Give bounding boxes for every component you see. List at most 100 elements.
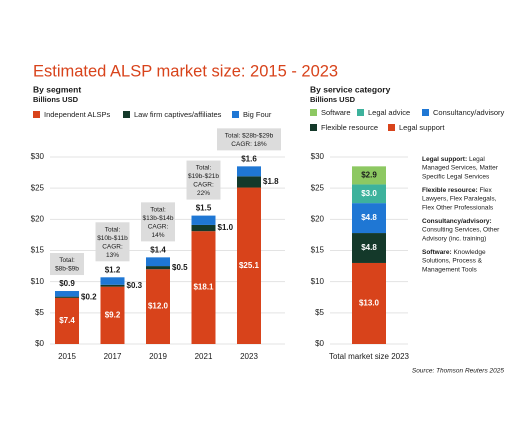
legend-label: Consultancy/advisory (433, 108, 505, 117)
bar-segment (237, 187, 261, 344)
y-tick-label: $0 (315, 339, 324, 348)
description-text: Managed Services, Matter (422, 165, 499, 172)
value-label: $1.0 (218, 223, 234, 232)
y-tick-label: $0 (35, 339, 44, 348)
y-tick-label: $15 (31, 246, 45, 255)
y-tick-label: $20 (311, 214, 325, 223)
description-text: Advisory (inc. training) (422, 236, 486, 243)
y-tick-label: $5 (315, 308, 324, 317)
description: Legal support: Legal (422, 156, 485, 163)
x-tick-label: 2023 (240, 352, 258, 361)
bar-segment (55, 296, 79, 298)
bar-segment (100, 277, 125, 285)
annotation-box (95, 222, 130, 262)
annotation-text: CAGR: (193, 182, 214, 189)
description-text: Knowledge (453, 249, 486, 256)
legend-label: Software (321, 108, 351, 117)
value-label: $0.5 (172, 263, 188, 272)
description-text: Lawyers, Flex Paralegals, (422, 196, 497, 203)
annotation: Total: $28b-$29b CAGR: 18% (217, 128, 281, 151)
x-tick-label: 2019 (149, 352, 167, 361)
bar-segment (191, 231, 216, 344)
subtitle: By segment (33, 84, 81, 94)
value-label: $3.0 (361, 189, 377, 198)
y-tick-label: $5 (35, 308, 44, 317)
bar-segment (352, 166, 386, 185)
value-label: $1.2 (105, 265, 121, 274)
y-tick-label: $15 (311, 246, 325, 255)
legend-swatch (422, 109, 429, 116)
legend-label: Law firm captives/affiliates (134, 110, 222, 119)
bar-segment (352, 203, 386, 234)
legend-label: Flexible resource (321, 123, 378, 132)
y-tick-label: $10 (311, 277, 325, 286)
bar-segment (237, 176, 261, 188)
description-term: Legal support: (422, 156, 467, 163)
y-tick-label: $30 (31, 152, 45, 161)
annotation-text: $19b-$21b (188, 173, 219, 180)
bar-segment (146, 269, 170, 344)
bar-segment (237, 166, 261, 177)
legend-swatch (123, 111, 130, 118)
value-label: $13.0 (359, 299, 380, 308)
description-text: Solutions, Process & (422, 258, 483, 265)
annotation-text: $10b-$11b (97, 235, 128, 242)
legend-swatch (310, 109, 317, 116)
source: Source: Thomson Reuters 2025 (412, 368, 505, 375)
bar-segment (191, 224, 216, 232)
annotation-text: CAGR: (102, 243, 123, 250)
value-label: $4.8 (361, 213, 377, 222)
value-label: $9.2 (105, 310, 121, 319)
annotation-text: $8b-$9b (55, 265, 79, 272)
bar-segment (55, 297, 79, 344)
description-text: Consulting Services, Other (422, 227, 500, 234)
legend-swatch (33, 111, 40, 118)
annotation-text: 22% (197, 190, 210, 197)
annotation-box (186, 160, 221, 200)
y-tick-label: $20 (31, 214, 45, 223)
value-label: $4.8 (361, 243, 377, 252)
value-label: $0.2 (81, 292, 97, 301)
y-tick-label: $10 (31, 277, 45, 286)
subtitle: By service category (310, 84, 391, 94)
x-tick-label: 2021 (195, 352, 213, 361)
description-term: Software: (422, 249, 452, 256)
bar-segment (146, 266, 170, 270)
y-tick-label: $25 (311, 183, 325, 192)
description-text: Legal (469, 156, 485, 163)
annotation-text: Total: (150, 206, 166, 213)
bar-segment (352, 184, 386, 204)
value-label: $0.9 (59, 279, 75, 288)
bar-segment (55, 291, 79, 297)
annotation-box (141, 202, 175, 242)
legend-label: Independent ALSPs (44, 110, 111, 119)
description-text: Flex (479, 187, 492, 194)
annotation-text: Total: $28b-$29b (225, 132, 274, 139)
unit-label: Billions USD (310, 95, 356, 104)
legend-label: Legal advice (368, 108, 410, 117)
description-text: Flex Other Professionals (422, 205, 494, 212)
legend-swatch (388, 124, 395, 131)
annotation-text: 14% (151, 232, 164, 239)
bar-segment (352, 262, 386, 344)
unit-label: Billions USD (33, 95, 79, 104)
annotation-box (217, 128, 281, 151)
bar-segment (191, 215, 216, 225)
description: Software: Knowledge (422, 249, 486, 256)
description: Consultancy/advisory: (422, 218, 492, 225)
annotation-text: CAGR: (148, 223, 169, 230)
value-label: $1.4 (150, 245, 166, 254)
x-tick-label: 2015 (58, 352, 76, 361)
bar-segment (352, 233, 386, 263)
y-tick-label: $25 (31, 183, 45, 192)
value-label: $2.9 (361, 170, 377, 179)
description-text: Specific Legal Services (422, 174, 490, 181)
bar-segment (100, 286, 125, 344)
value-label: $1.8 (263, 177, 279, 186)
bar-segment (100, 284, 125, 287)
annotation-text: Total: (196, 165, 212, 172)
legend-swatch (310, 124, 317, 131)
